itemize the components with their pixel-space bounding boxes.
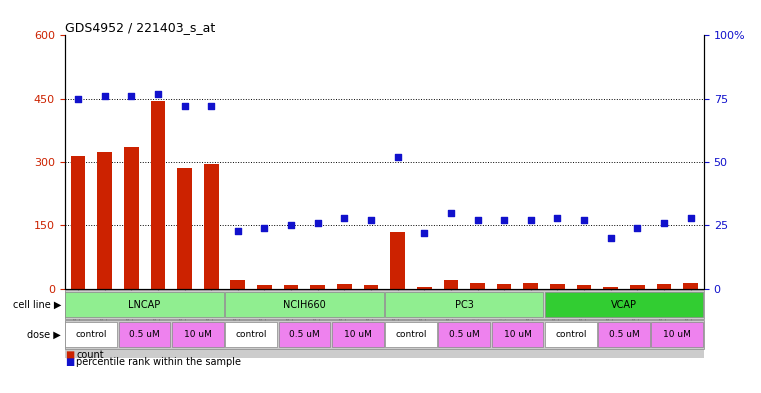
Bar xyxy=(337,284,352,289)
Bar xyxy=(310,285,325,289)
Bar xyxy=(470,283,485,289)
Point xyxy=(498,217,510,224)
Point xyxy=(258,225,271,231)
Bar xyxy=(284,285,298,289)
Bar xyxy=(550,284,565,289)
Point xyxy=(658,220,670,226)
Bar xyxy=(71,156,85,289)
Text: 0.5 uM: 0.5 uM xyxy=(289,330,320,339)
Point xyxy=(631,225,643,231)
Bar xyxy=(417,287,431,289)
Bar xyxy=(603,287,618,289)
Bar xyxy=(390,232,405,289)
Text: NCIH660: NCIH660 xyxy=(283,299,326,310)
Text: ■: ■ xyxy=(65,350,74,360)
Text: cell line ▶: cell line ▶ xyxy=(12,299,61,310)
Point xyxy=(285,222,297,229)
Text: 10 uM: 10 uM xyxy=(664,330,691,339)
Bar xyxy=(364,285,378,289)
Text: 10 uM: 10 uM xyxy=(184,330,212,339)
Text: count: count xyxy=(76,350,103,360)
Point xyxy=(524,217,537,224)
Point xyxy=(578,217,590,224)
Text: control: control xyxy=(235,330,267,339)
Point xyxy=(98,93,111,99)
Text: VCAP: VCAP xyxy=(611,299,637,310)
Text: LNCAP: LNCAP xyxy=(129,299,161,310)
Text: control: control xyxy=(75,330,107,339)
Point xyxy=(151,90,164,97)
Point xyxy=(205,103,218,110)
Text: ■: ■ xyxy=(65,357,74,367)
Point xyxy=(231,228,244,234)
Text: percentile rank within the sample: percentile rank within the sample xyxy=(76,357,241,367)
Bar xyxy=(257,285,272,289)
Bar xyxy=(177,169,192,289)
Bar xyxy=(683,283,698,289)
Bar xyxy=(231,281,245,289)
Text: GDS4952 / 221403_s_at: GDS4952 / 221403_s_at xyxy=(65,21,215,34)
Text: control: control xyxy=(395,330,427,339)
Bar xyxy=(444,279,458,289)
Bar xyxy=(497,284,511,289)
Point xyxy=(365,217,377,224)
Point xyxy=(391,154,403,160)
Bar xyxy=(657,284,671,289)
Point xyxy=(551,215,563,221)
Bar xyxy=(577,285,591,289)
Text: 0.5 uM: 0.5 uM xyxy=(609,330,639,339)
Point xyxy=(444,209,457,216)
Point xyxy=(419,230,431,236)
Text: 10 uM: 10 uM xyxy=(504,330,531,339)
Text: 0.5 uM: 0.5 uM xyxy=(129,330,160,339)
Point xyxy=(604,235,616,241)
Point xyxy=(72,95,84,102)
Text: PC3: PC3 xyxy=(455,299,473,310)
Bar xyxy=(204,164,218,289)
Bar xyxy=(124,147,139,289)
Bar xyxy=(97,152,112,289)
Point xyxy=(471,217,484,224)
Point xyxy=(338,215,350,221)
Bar xyxy=(630,285,645,289)
Text: 10 uM: 10 uM xyxy=(344,330,371,339)
Point xyxy=(312,220,324,226)
Bar xyxy=(151,101,165,289)
Bar xyxy=(524,283,538,289)
Text: 0.5 uM: 0.5 uM xyxy=(449,330,479,339)
Point xyxy=(178,103,190,110)
Point xyxy=(125,93,137,99)
Point xyxy=(684,215,696,221)
Text: control: control xyxy=(555,330,587,339)
Text: dose ▶: dose ▶ xyxy=(27,329,61,340)
